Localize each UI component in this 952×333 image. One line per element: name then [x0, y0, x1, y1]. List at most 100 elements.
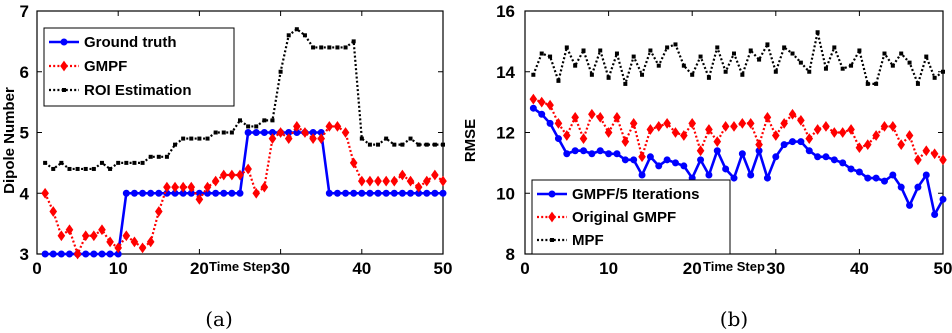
legend-label: MPF — [572, 232, 604, 249]
data-point — [205, 136, 210, 141]
x-tick-label: 0 — [32, 259, 41, 278]
data-point — [212, 189, 220, 197]
data-point — [638, 171, 646, 179]
data-point — [57, 250, 65, 258]
y-tick-label: 10 — [496, 184, 515, 203]
series-line — [532, 98, 944, 161]
data-point — [98, 250, 106, 258]
data-point — [588, 150, 596, 158]
data-point — [408, 136, 413, 141]
legend-label: GMPF/5 Iterations — [572, 186, 700, 203]
data-point — [139, 189, 147, 197]
data-point — [596, 147, 604, 155]
data-point — [116, 160, 121, 165]
series-line — [44, 125, 444, 256]
data-point — [416, 142, 421, 147]
data-point — [698, 54, 703, 59]
data-point — [195, 193, 204, 205]
data-point — [906, 201, 914, 209]
data-point — [772, 153, 780, 161]
data-point — [604, 127, 613, 138]
data-point — [922, 171, 930, 179]
data-point — [563, 150, 571, 158]
data-point — [914, 183, 922, 191]
data-point — [221, 130, 226, 135]
data-point — [822, 121, 830, 132]
data-point — [424, 142, 429, 147]
data-point — [665, 45, 670, 50]
legend-label: Ground truth — [84, 34, 176, 51]
data-point — [398, 189, 406, 197]
data-point — [671, 127, 680, 138]
data-point — [872, 174, 880, 182]
data-point — [390, 189, 398, 197]
data-point — [571, 147, 579, 155]
data-point — [805, 133, 814, 144]
data-point — [882, 51, 887, 56]
data-point — [865, 81, 870, 86]
data-point — [554, 135, 562, 143]
data-point — [790, 51, 795, 56]
data-point — [342, 189, 350, 197]
data-point — [441, 142, 445, 147]
y-tick-label: 8 — [506, 245, 515, 264]
data-point — [406, 175, 415, 187]
data-point — [621, 136, 630, 147]
legend-marker — [60, 38, 68, 46]
data-point — [59, 160, 64, 165]
data-point — [939, 195, 947, 203]
data-point — [219, 169, 228, 181]
data-point — [220, 189, 228, 197]
data-point — [905, 130, 914, 141]
data-point — [319, 45, 324, 50]
data-point — [252, 187, 261, 199]
data-point — [663, 118, 671, 129]
data-point — [73, 248, 82, 260]
data-point — [562, 130, 571, 141]
data-point — [286, 33, 291, 38]
legend-marker — [60, 60, 68, 72]
x-tick-label: 50 — [934, 259, 952, 278]
data-point — [730, 121, 738, 132]
x-axis-title: Time Step — [209, 259, 271, 274]
legend-label: GMPF — [84, 58, 127, 75]
data-point — [924, 54, 929, 59]
data-point — [439, 175, 447, 187]
data-point — [646, 153, 654, 161]
data-point — [648, 48, 653, 53]
data-point — [807, 69, 812, 74]
data-point — [82, 250, 90, 258]
data-point — [830, 156, 838, 164]
data-point — [400, 142, 405, 147]
data-point — [140, 160, 145, 165]
data-point — [254, 124, 259, 129]
data-point — [815, 30, 820, 35]
data-point — [75, 166, 80, 171]
data-point — [823, 66, 828, 71]
data-point — [366, 189, 374, 197]
data-point — [349, 157, 358, 169]
data-point — [554, 118, 563, 129]
data-point — [531, 72, 536, 77]
data-point — [697, 156, 705, 164]
x-tick-label: 40 — [352, 259, 371, 278]
data-point — [880, 121, 889, 132]
data-point — [822, 153, 830, 161]
data-point — [680, 162, 688, 170]
data-point — [840, 66, 845, 71]
data-point — [748, 48, 753, 53]
x-tick-label: 10 — [599, 259, 618, 278]
data-point — [537, 96, 546, 108]
data-point — [713, 136, 722, 147]
data-point — [366, 175, 374, 187]
data-point — [773, 69, 778, 74]
y-axis-title: RMSE — [462, 119, 479, 162]
data-point — [333, 121, 342, 132]
data-point — [358, 189, 366, 197]
data-point — [350, 189, 358, 197]
data-point — [757, 57, 762, 62]
data-point — [573, 63, 578, 68]
data-point — [278, 69, 283, 74]
data-point — [357, 175, 366, 187]
data-point — [65, 224, 74, 236]
